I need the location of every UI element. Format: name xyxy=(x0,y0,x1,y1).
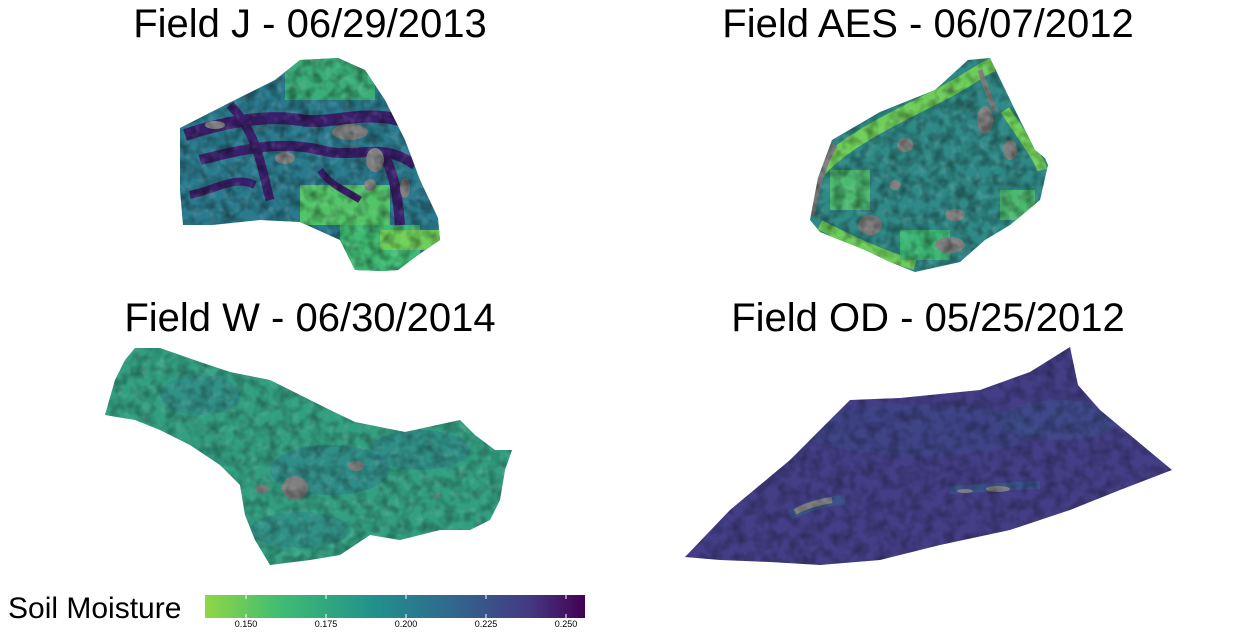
map-field-w xyxy=(105,348,512,565)
legend-tick-label: 0.175 xyxy=(314,619,338,629)
panel-title-field-j: Field J - 06/29/2013 xyxy=(133,2,487,46)
map-field-od xyxy=(685,347,1172,565)
panel-title-field-od: Field OD - 05/25/2012 xyxy=(731,296,1125,340)
legend-title: Soil Moisture xyxy=(8,592,182,625)
legend-tick-label: 0.225 xyxy=(474,619,498,629)
map-field-j xyxy=(180,58,440,271)
map-field-aes xyxy=(810,58,1048,272)
panel-title-field-aes: Field AES - 06/07/2012 xyxy=(722,2,1134,46)
legend-tick-label: 0.250 xyxy=(554,619,578,629)
panel-title-field-w: Field W - 06/30/2014 xyxy=(124,296,496,340)
legend-tick-label: 0.200 xyxy=(394,619,418,629)
legend-colorbar xyxy=(205,595,585,618)
legend-tick-marks xyxy=(245,595,567,618)
legend-tick-label: 0.150 xyxy=(234,619,258,629)
